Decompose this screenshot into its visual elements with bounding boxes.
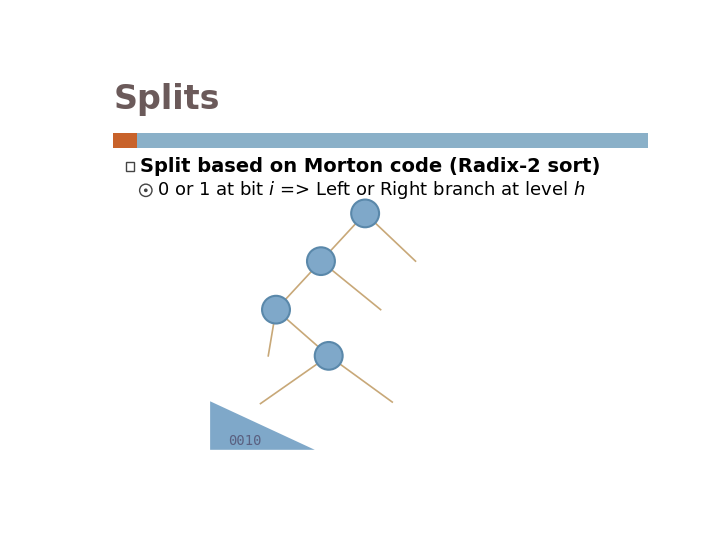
Ellipse shape — [144, 188, 148, 192]
Ellipse shape — [307, 247, 335, 275]
Polygon shape — [210, 401, 315, 450]
Ellipse shape — [315, 342, 343, 370]
Ellipse shape — [351, 200, 379, 227]
Ellipse shape — [140, 184, 152, 197]
Bar — [126, 162, 134, 171]
Text: Splits: Splits — [113, 83, 220, 116]
Text: Split based on Morton code (Radix-2 sort): Split based on Morton code (Radix-2 sort… — [140, 157, 600, 176]
Text: 0 or 1 at bit $i$ => Left or Right branch at level $h$: 0 or 1 at bit $i$ => Left or Right branc… — [157, 179, 585, 201]
Bar — [137, 132, 648, 148]
Ellipse shape — [262, 296, 290, 323]
Text: 0010: 0010 — [228, 434, 261, 448]
Bar — [113, 132, 137, 148]
